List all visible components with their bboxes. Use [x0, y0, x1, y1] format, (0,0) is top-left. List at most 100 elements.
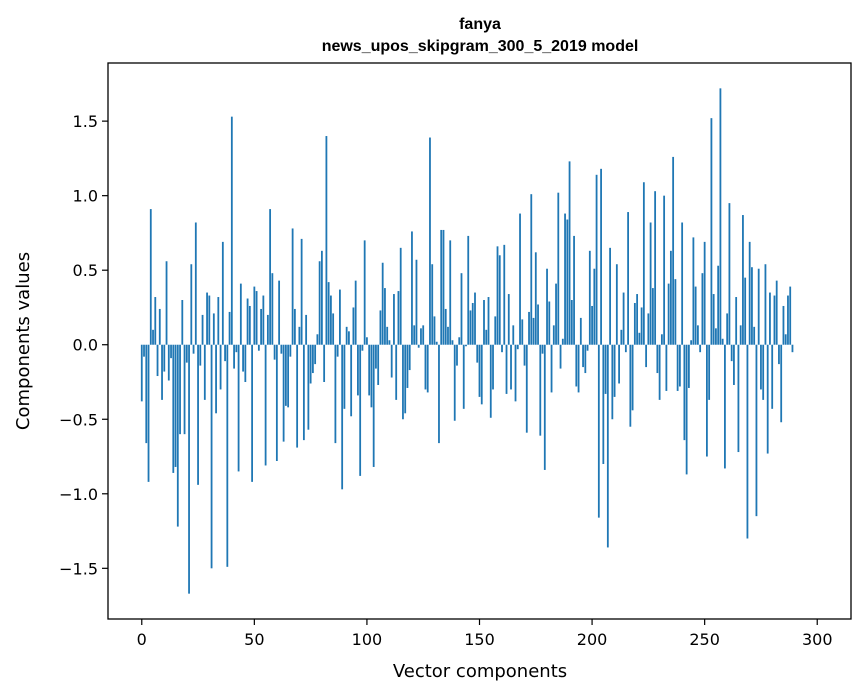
- bar: [449, 240, 452, 345]
- bar: [685, 344, 688, 475]
- y-tick-label: −0.5: [59, 410, 98, 429]
- bar: [192, 344, 195, 354]
- bar: [395, 344, 398, 400]
- x-tick-label: 0: [137, 630, 147, 649]
- bar: [264, 344, 267, 466]
- bar: [287, 344, 290, 408]
- bar: [656, 344, 659, 374]
- bar: [669, 250, 672, 345]
- bar: [145, 344, 148, 444]
- bar: [253, 286, 256, 345]
- bar: [665, 344, 668, 391]
- bar: [728, 203, 731, 345]
- x-axis-ticks: 0 50 100 150 200 250 300: [137, 619, 833, 649]
- bar: [681, 222, 684, 345]
- bar: [194, 222, 197, 345]
- bar: [667, 283, 670, 345]
- bar: [305, 314, 308, 345]
- bar: [208, 295, 211, 345]
- bar: [161, 344, 163, 400]
- bar: [357, 344, 359, 396]
- bar: [359, 344, 362, 476]
- y-tick-label: 0.0: [73, 336, 98, 355]
- bar: [787, 295, 789, 345]
- bar: [179, 344, 181, 435]
- bar: [784, 334, 787, 345]
- bar: [575, 344, 578, 387]
- bar: [239, 283, 242, 345]
- bar: [273, 344, 276, 360]
- bars-group: [140, 88, 794, 594]
- bar: [411, 231, 413, 345]
- bar: [532, 317, 535, 345]
- bar: [215, 344, 217, 414]
- bar: [570, 300, 573, 345]
- bar: [654, 191, 657, 345]
- bar: [217, 297, 220, 345]
- bar: [307, 344, 310, 430]
- bar: [413, 325, 416, 345]
- bar: [465, 344, 467, 347]
- bar: [764, 264, 767, 345]
- bar: [611, 344, 614, 420]
- bar: [640, 307, 643, 345]
- bar: [266, 314, 269, 345]
- bar: [737, 344, 740, 453]
- bar: [181, 300, 184, 345]
- bar: [197, 344, 199, 485]
- bar: [390, 344, 393, 378]
- bar: [676, 344, 679, 391]
- bar: [528, 311, 530, 345]
- bar: [769, 292, 771, 345]
- bar: [467, 235, 470, 345]
- bar: [271, 273, 274, 345]
- bar: [336, 344, 339, 357]
- bar: [210, 344, 213, 569]
- bar: [773, 295, 776, 345]
- bar: [498, 255, 501, 345]
- bar: [690, 340, 693, 345]
- bar: [730, 344, 733, 362]
- bar: [408, 344, 411, 371]
- bar: [586, 344, 589, 351]
- bar: [766, 344, 769, 454]
- bar: [780, 344, 783, 423]
- bar: [593, 268, 596, 345]
- bar: [710, 118, 713, 345]
- bar: [566, 219, 569, 345]
- bar: [460, 273, 463, 345]
- bar: [379, 310, 382, 345]
- bar: [708, 344, 711, 400]
- bar: [782, 305, 785, 345]
- bar: [260, 308, 262, 345]
- bar: [577, 344, 580, 393]
- bar: [539, 344, 542, 436]
- bar: [496, 246, 499, 345]
- bar: [564, 213, 566, 345]
- bar: [613, 344, 616, 397]
- x-tick-label: 150: [464, 630, 495, 649]
- bar: [660, 334, 663, 345]
- bar: [505, 344, 508, 394]
- bar: [791, 344, 794, 353]
- bar: [282, 344, 285, 442]
- bar: [642, 182, 645, 345]
- bar: [402, 344, 404, 420]
- bar: [384, 288, 386, 345]
- bar: [548, 301, 551, 345]
- x-tick-label: 100: [352, 630, 383, 649]
- bar: [309, 344, 312, 384]
- bar: [771, 344, 774, 409]
- bar: [406, 344, 409, 388]
- bar: [330, 295, 332, 345]
- bar: [163, 344, 166, 372]
- bar: [300, 238, 303, 345]
- bar: [627, 212, 629, 345]
- bar: [631, 344, 634, 411]
- bar: [212, 313, 215, 345]
- bar: [674, 279, 677, 345]
- bar: [147, 344, 150, 482]
- bar: [678, 344, 681, 387]
- bar: [672, 156, 675, 345]
